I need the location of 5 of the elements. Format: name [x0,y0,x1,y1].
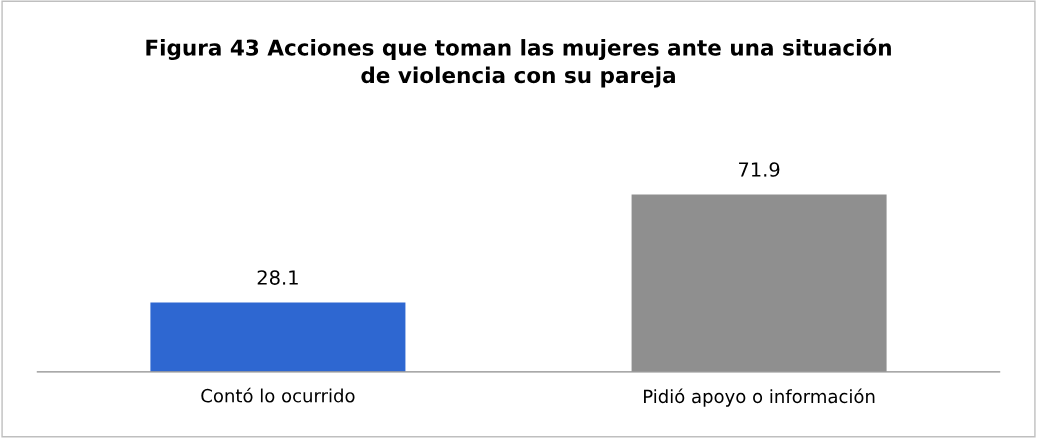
chart-title: Figura 43 Acciones que toman las mujeres ante una situación de violencia con su pareja [146,38,891,88]
x-tick-label: Contó lo ocurrido [201,387,355,403]
data-label: 28.1 [257,270,298,285]
x-tick-label: Pidió apoyo o información [644,388,875,407]
data-label: 71.9 [739,162,780,177]
